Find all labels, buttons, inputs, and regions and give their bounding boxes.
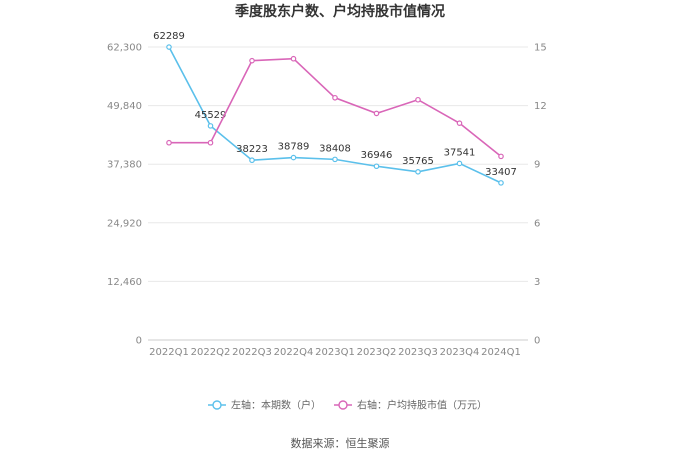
data-label: 45529 <box>195 110 227 121</box>
right-tick-label: 15 <box>534 43 547 54</box>
x-tick-label: 2023Q2 <box>357 347 397 358</box>
x-tick-label: 2022Q4 <box>274 347 314 358</box>
data-point[interactable] <box>166 139 172 146</box>
data-point[interactable] <box>498 153 504 160</box>
data-point[interactable] <box>456 120 463 126</box>
data-label: 38789 <box>278 142 310 153</box>
right-tick-label: 12 <box>534 101 547 112</box>
data-label: 38223 <box>236 144 268 155</box>
right-tick-label: 9 <box>534 160 540 171</box>
data-point[interactable] <box>207 123 214 129</box>
data-point[interactable] <box>415 168 421 175</box>
grid-lines <box>148 46 528 341</box>
data-point[interactable] <box>498 180 504 186</box>
series-line-2 <box>169 57 502 158</box>
x-tick-label: 2022Q3 <box>232 347 272 358</box>
chart-title: 季度股东户数、户均持股市值情况 <box>234 3 445 20</box>
data-point[interactable] <box>415 96 421 103</box>
left-tick-label: 0 <box>136 336 142 347</box>
legend-label[interactable]: 左轴：本期数（户） <box>231 399 321 412</box>
right-tick-label: 3 <box>534 277 540 288</box>
data-label: 38408 <box>319 143 351 154</box>
left-tick-label: 12,460 <box>107 277 142 288</box>
left-tick-label: 62,300 <box>107 43 142 54</box>
left-tick-label: 49,840 <box>107 101 142 112</box>
x-tick-label: 2023Q4 <box>440 347 480 358</box>
left-axis: 0 12,460 24,920 37,380 49,840 62,300 <box>107 43 142 347</box>
series-layer: 62289 45529 38223 38789 38408 36946 35765 37541… <box>153 31 517 186</box>
x-tick-label: 2022Q2 <box>191 347 231 358</box>
legend[interactable]: 左轴：本期数（户） 右轴：户均持股市值（万元） <box>208 399 487 412</box>
data-point[interactable] <box>249 57 255 64</box>
data-point[interactable] <box>207 139 214 146</box>
x-axis: 2022Q1 2022Q2 2022Q3 2022Q4 2023Q1 2023Q2 2023… <box>149 347 521 358</box>
data-label: 33407 <box>485 167 517 178</box>
legend-label[interactable]: 右轴：户均持股市值（万元） <box>357 399 487 412</box>
data-point[interactable] <box>290 55 297 62</box>
x-tick-label: 2024Q1 <box>481 347 521 358</box>
data-point[interactable] <box>332 94 338 101</box>
data-label: 35765 <box>402 156 434 167</box>
data-point[interactable] <box>456 160 463 167</box>
left-tick-label: 24,920 <box>107 218 142 229</box>
data-point[interactable] <box>249 157 255 164</box>
right-tick-label: 0 <box>534 336 540 347</box>
right-axis: 0 3 6 9 12 15 <box>534 43 547 347</box>
x-tick-label: 2023Q1 <box>315 347 355 358</box>
data-point[interactable] <box>290 154 297 161</box>
source-note: 数据来源：恒生聚源 <box>291 436 390 450</box>
x-tick-label: 2022Q1 <box>149 347 189 358</box>
data-label: 36946 <box>361 150 393 161</box>
data-point[interactable] <box>332 156 338 163</box>
data-point[interactable] <box>373 163 380 170</box>
legend-marker-icon <box>338 400 348 410</box>
data-label: 37541 <box>444 147 476 158</box>
x-tick-label: 2023Q3 <box>398 347 438 358</box>
data-point[interactable] <box>373 110 380 117</box>
data-point[interactable] <box>166 44 172 50</box>
data-label: 62289 <box>153 31 185 42</box>
left-tick-label: 37,380 <box>107 160 142 171</box>
legend-marker-icon <box>212 400 222 410</box>
right-tick-label: 6 <box>534 218 540 229</box>
